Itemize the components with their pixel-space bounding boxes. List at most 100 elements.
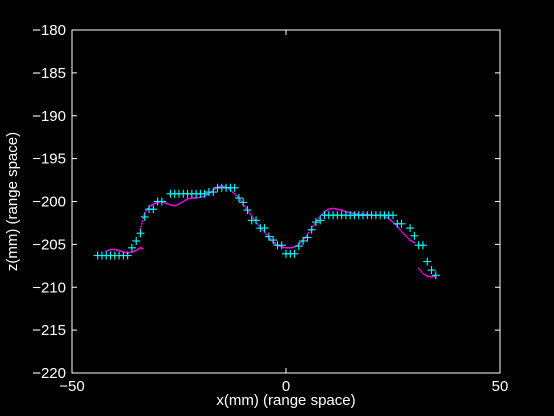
- y-tick-label: −210: [32, 279, 66, 296]
- line-point: [404, 234, 407, 237]
- plus-marker: [239, 198, 248, 207]
- line-point: [166, 202, 169, 205]
- line-point: [205, 194, 208, 197]
- line-point: [149, 204, 152, 207]
- line-point: [269, 238, 272, 240]
- line-point: [106, 249, 109, 252]
- line-point: [389, 218, 392, 221]
- y-tick-label: −220: [32, 365, 66, 382]
- line-point: [336, 208, 339, 211]
- line-point: [282, 246, 285, 249]
- line-point: [249, 213, 252, 215]
- plus-marker: [290, 249, 299, 258]
- plus-marker: [277, 241, 286, 250]
- line-point: [413, 241, 416, 244]
- line-point: [333, 207, 336, 210]
- plus-marker: [243, 206, 252, 215]
- line-point: [329, 208, 332, 210]
- line-point: [173, 204, 176, 207]
- line-point: [141, 222, 143, 225]
- line-point: [239, 199, 242, 201]
- line-point: [198, 196, 200, 199]
- line-point: [236, 195, 239, 198]
- plus-marker: [140, 212, 149, 221]
- line-point: [346, 211, 349, 213]
- line-point: [232, 191, 235, 194]
- plus-marker: [410, 231, 419, 240]
- line-point: [275, 243, 277, 245]
- line-point: [287, 246, 290, 249]
- line-point: [325, 210, 327, 212]
- line-point: [155, 202, 158, 204]
- plus-marker: [260, 224, 269, 233]
- line-point: [402, 232, 404, 234]
- line-point: [248, 211, 250, 213]
- line-point: [342, 209, 344, 212]
- line-point: [327, 208, 330, 211]
- plus-marker: [427, 266, 436, 275]
- y-tick-label: −185: [32, 65, 66, 82]
- line-point: [200, 196, 203, 198]
- plus-marker: [269, 236, 278, 245]
- y-tick-label: −195: [32, 151, 66, 168]
- line-point: [257, 224, 260, 227]
- plus-marker: [431, 271, 440, 280]
- line-point: [427, 275, 430, 278]
- line-point: [326, 209, 329, 211]
- y-tick-label: −190: [32, 108, 66, 125]
- line-point: [113, 248, 116, 251]
- line-point: [403, 233, 406, 236]
- line-point: [136, 248, 139, 251]
- line-point: [256, 222, 259, 225]
- plus-marker: [127, 243, 136, 252]
- plus-marker: [423, 257, 432, 266]
- line-point: [108, 249, 110, 251]
- line-point: [172, 204, 175, 207]
- line-point: [111, 248, 113, 251]
- line-point: [330, 207, 333, 210]
- line-point: [312, 225, 315, 227]
- line-point: [182, 200, 185, 203]
- line-point: [429, 275, 431, 278]
- plus-marker: [389, 211, 397, 220]
- y-tick-label: −200: [32, 194, 66, 211]
- line-point: [433, 275, 436, 278]
- series-plus-markers: [93, 183, 440, 280]
- plus-marker: [136, 229, 145, 238]
- plus-marker: [303, 233, 312, 242]
- line-point: [420, 270, 423, 273]
- axis-ticks: [71, 29, 501, 374]
- x-tick-label: 0: [282, 378, 290, 395]
- line-point: [128, 251, 130, 254]
- line-point: [121, 250, 123, 253]
- line-point: [188, 197, 190, 200]
- line-point: [163, 201, 166, 204]
- line-point: [423, 273, 426, 276]
- line-point: [339, 208, 342, 211]
- line-point: [189, 197, 192, 200]
- line-point: [390, 220, 393, 222]
- plus-marker: [294, 242, 303, 251]
- x-tick-label: 50: [492, 378, 509, 395]
- plus-marker: [149, 205, 158, 214]
- x-axis-label: x(mm) (range space): [216, 392, 355, 409]
- line-point: [317, 217, 320, 219]
- line-point: [352, 212, 354, 215]
- plus-marker: [209, 188, 218, 197]
- line-point: [135, 249, 138, 252]
- line-point: [386, 216, 389, 219]
- line-point: [175, 204, 178, 207]
- line-point: [409, 239, 412, 241]
- line-point: [412, 240, 414, 243]
- line-point: [183, 199, 186, 202]
- line-point: [397, 227, 400, 229]
- line-point: [262, 229, 265, 232]
- plus-marker: [230, 183, 239, 192]
- line-point: [179, 202, 182, 205]
- line-point: [273, 242, 276, 244]
- line-point: [196, 196, 199, 199]
- line-point: [417, 267, 420, 270]
- line-point: [142, 217, 145, 220]
- line-point: [292, 246, 295, 249]
